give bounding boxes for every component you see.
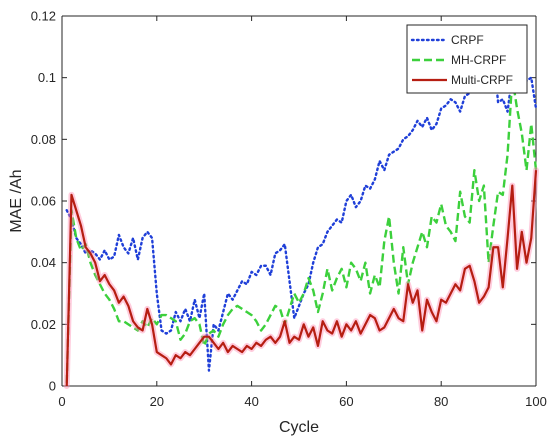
x-tick-label-40: 40 bbox=[244, 394, 258, 409]
x-tick-label-0: 0 bbox=[58, 394, 65, 409]
x-tick-label-80: 80 bbox=[434, 394, 448, 409]
y-tick-label-0-1: 0.1 bbox=[38, 70, 56, 85]
y-tick-label-0-08: 0.08 bbox=[31, 132, 56, 147]
x-axis-title: Cycle bbox=[279, 419, 319, 436]
legend: CRPF MH-CRPF Multi-CRPF bbox=[406, 24, 528, 94]
legend-label-crpf: CRPF bbox=[451, 33, 484, 47]
legend-label-multi-crpf: Multi-CRPF bbox=[451, 73, 513, 87]
x-tick-label-100: 100 bbox=[525, 394, 547, 409]
y-tick-label-0: 0 bbox=[49, 379, 56, 394]
y-tick-label-0-06: 0.06 bbox=[31, 194, 56, 209]
y-tick-label-0-04: 0.04 bbox=[31, 255, 56, 270]
series-layer bbox=[63, 51, 539, 389]
legend-label-mh-crpf: MH-CRPF bbox=[451, 53, 506, 67]
axes: 0 20 40 60 80 100 0 0.02 0.04 0.06 0.08 0.1 0.12 bbox=[31, 9, 547, 410]
series-line-multi-crpf bbox=[65, 170, 538, 387]
y-axis-title: MAE /Ah bbox=[8, 169, 25, 232]
y-tick-label-0-02: 0.02 bbox=[31, 317, 56, 332]
y-tick-label-0-12: 0.12 bbox=[31, 9, 56, 24]
x-tick-label-20: 20 bbox=[150, 394, 164, 409]
x-tick-label-60: 60 bbox=[339, 394, 353, 409]
